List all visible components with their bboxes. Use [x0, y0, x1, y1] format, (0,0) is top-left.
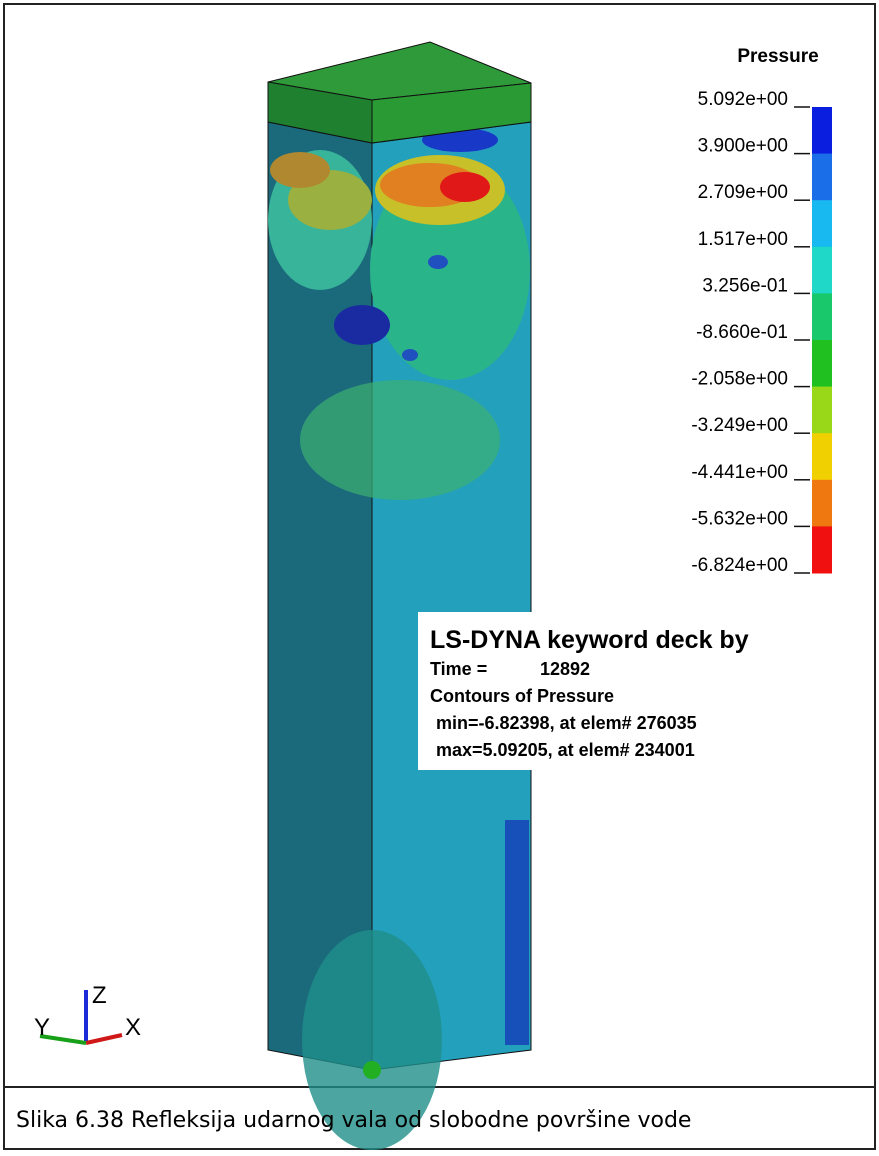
legend-label: -6.824e+00	[691, 555, 788, 576]
caption: Slika 6.38 Refleksija udarnog vala od sl…	[16, 1108, 691, 1133]
legend-label: 3.256e-01	[702, 275, 788, 296]
color-swatch	[812, 386, 832, 434]
time-label: Time =	[430, 659, 487, 679]
axis-y: Y	[34, 1014, 50, 1041]
legend-label: -2.058e+00	[691, 369, 788, 390]
info-title: LS-DYNA keyword deck by	[430, 626, 749, 654]
legend-title: Pressure	[737, 46, 818, 67]
time-value: 12892	[540, 659, 590, 679]
info-box	[418, 612, 835, 770]
legend-label: -8.660e-01	[696, 322, 788, 343]
legend-label: -5.632e+00	[691, 508, 788, 529]
info-line: max=5.09205, at elem# 234001	[436, 740, 695, 760]
info-line: min=-6.82398, at elem# 276035	[436, 713, 697, 733]
legend-label: 2.709e+00	[698, 182, 788, 203]
color-swatch	[812, 246, 832, 294]
cap-right	[371, 82, 532, 144]
axis-z: Z	[92, 982, 107, 1009]
color-swatch	[812, 200, 832, 248]
color-swatch	[812, 433, 832, 481]
legend-label: 3.900e+00	[698, 136, 788, 157]
color-swatch	[812, 479, 832, 527]
axis-x: X	[125, 1014, 141, 1041]
color-swatch	[812, 293, 832, 341]
color-swatch	[812, 526, 832, 574]
axis-triad: Z Y X	[34, 982, 141, 1045]
color-swatch	[812, 107, 832, 155]
contours	[268, 128, 530, 1150]
color-swatch	[812, 340, 832, 388]
legend-label: -4.441e+00	[691, 462, 788, 483]
legend-label: -3.249e+00	[691, 415, 788, 436]
legend: 5.092e+00 3.900e+00 2.709e+00 1.517e+00 3.25…	[691, 89, 832, 576]
legend-label: 1.517e+00	[698, 229, 788, 250]
legend-label: 5.092e+00	[698, 89, 788, 110]
caption-frame	[3, 1086, 876, 1150]
info-line: Contours of Pressure	[430, 686, 614, 706]
node-marker	[363, 1061, 381, 1079]
color-swatch	[812, 153, 832, 201]
